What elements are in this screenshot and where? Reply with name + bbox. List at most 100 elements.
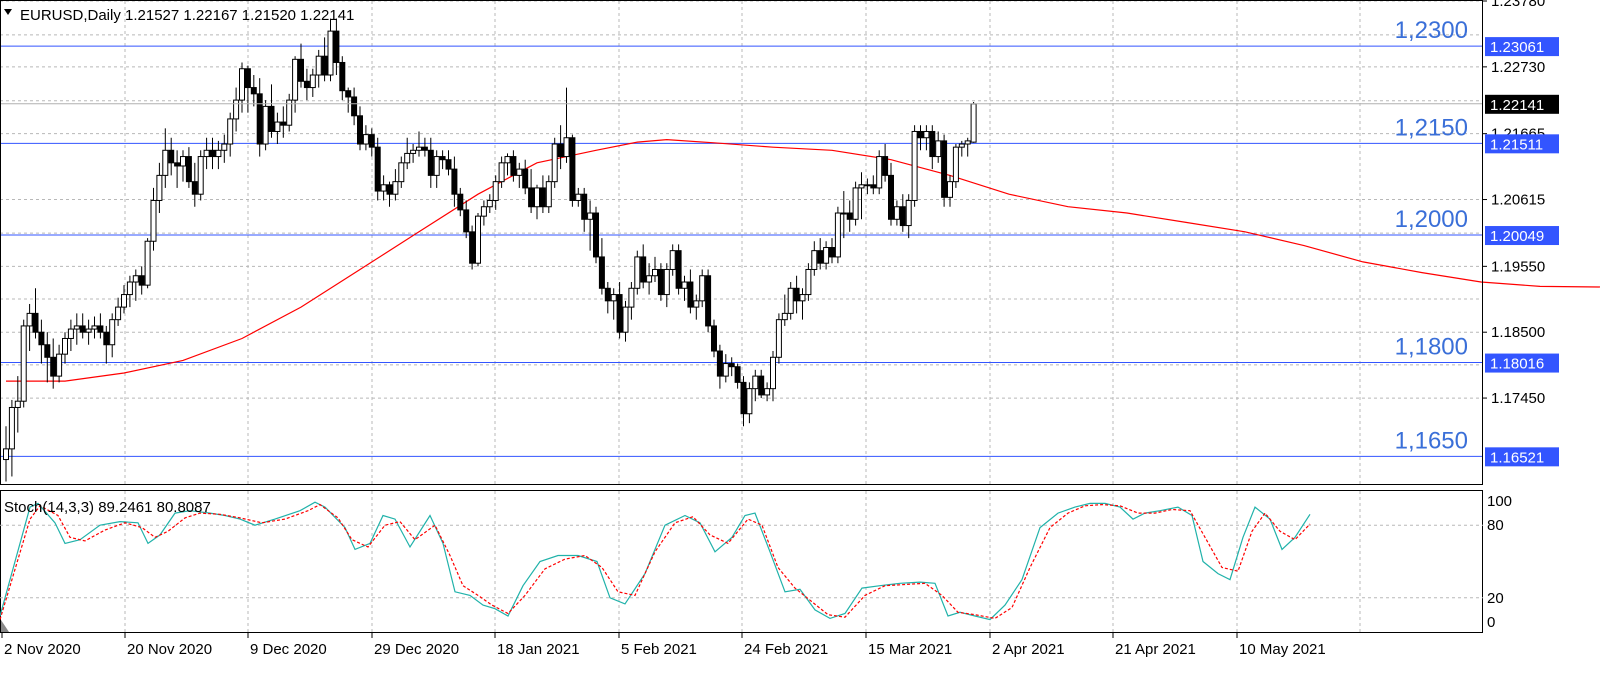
candle	[274, 112, 281, 145]
candle	[469, 225, 476, 270]
indicator-pane-frame	[0, 490, 1483, 633]
candle-body	[416, 146, 422, 151]
candle-body	[787, 287, 794, 314]
candle	[3, 426, 9, 482]
candle	[445, 150, 452, 176]
x-tick-label: 15 Mar 2021	[868, 641, 952, 658]
candle	[699, 269, 706, 308]
candle	[829, 238, 835, 264]
candle-body	[445, 159, 452, 170]
candle	[392, 169, 399, 201]
candle-body	[215, 149, 222, 158]
candle	[687, 269, 694, 314]
candle-body	[728, 363, 735, 368]
candle	[480, 200, 487, 226]
candle-body	[528, 187, 535, 208]
candle	[115, 297, 122, 326]
candle-body	[569, 137, 576, 201]
candle-body	[575, 193, 582, 201]
candle	[604, 282, 611, 314]
candle-body	[457, 193, 464, 211]
candle	[410, 144, 417, 163]
candle	[292, 56, 299, 113]
candle-body	[947, 181, 953, 198]
candle	[923, 125, 930, 151]
candle	[191, 162, 198, 207]
candle-body	[764, 388, 771, 396]
candle-body	[410, 149, 417, 154]
candle-body	[775, 319, 782, 358]
candle	[404, 137, 411, 170]
candle-body	[274, 121, 281, 132]
candle-body	[79, 325, 86, 333]
candle	[416, 131, 422, 157]
candle	[947, 175, 953, 207]
level-label: 1,2300	[1395, 17, 1468, 44]
stochastic-main-line	[0, 501, 1311, 621]
candle	[622, 300, 629, 342]
candle-body	[598, 256, 605, 289]
candle-body	[168, 149, 175, 164]
candle	[215, 140, 222, 170]
candle	[239, 62, 245, 113]
candle	[227, 112, 234, 157]
candle	[888, 162, 894, 226]
candle	[457, 187, 464, 217]
x-tick-label: 21 Apr 2021	[1115, 641, 1196, 658]
candle-body	[917, 130, 924, 139]
candle	[528, 169, 535, 214]
level-tag-bg	[1485, 447, 1559, 467]
candle	[905, 194, 912, 239]
stochastic-grid	[0, 491, 1483, 632]
price-tag-label: 1.22141	[1490, 97, 1544, 114]
candle	[268, 84, 275, 138]
candle	[144, 238, 151, 289]
candle-body	[298, 58, 304, 82]
candle	[876, 150, 883, 195]
candles	[3, 18, 977, 482]
candle-body	[935, 140, 942, 158]
candle	[103, 325, 110, 364]
candle	[50, 338, 57, 389]
candle-body	[929, 130, 936, 158]
candle-body	[480, 206, 487, 217]
candle-body	[504, 156, 511, 164]
candle	[616, 282, 623, 339]
candle-body	[805, 268, 812, 296]
candle	[846, 200, 853, 232]
candle-body	[593, 212, 599, 258]
candle-body	[770, 356, 776, 390]
candle-body	[38, 331, 45, 346]
candle-body	[327, 30, 334, 76]
candle	[180, 150, 186, 182]
candle	[598, 238, 605, 295]
level-tag-bg	[1485, 226, 1559, 246]
candle	[764, 382, 771, 402]
candle	[463, 200, 470, 239]
x-tick-label: 10 May 2021	[1239, 641, 1326, 658]
level-tag-bg	[1485, 37, 1559, 57]
candle-body	[180, 156, 186, 167]
candle	[62, 332, 68, 364]
candle	[970, 101, 977, 143]
candle	[663, 263, 670, 308]
candle-body	[823, 247, 830, 264]
candle-body	[870, 184, 877, 189]
candle	[610, 288, 617, 320]
candle-body	[705, 275, 712, 327]
candle	[56, 344, 63, 383]
candle	[569, 134, 576, 207]
candle-body	[162, 149, 169, 176]
candle	[197, 150, 204, 201]
stochastic-axis: 100 80 20 0	[1487, 493, 1512, 631]
candle-body	[44, 344, 51, 358]
candle	[646, 263, 653, 295]
candle-body	[339, 61, 346, 92]
candle	[675, 244, 682, 295]
x-tick-label: 29 Dec 2020	[374, 641, 459, 658]
candle	[917, 125, 924, 151]
candle-body	[427, 149, 434, 176]
candle-body	[333, 30, 340, 63]
candle-body	[581, 193, 588, 220]
